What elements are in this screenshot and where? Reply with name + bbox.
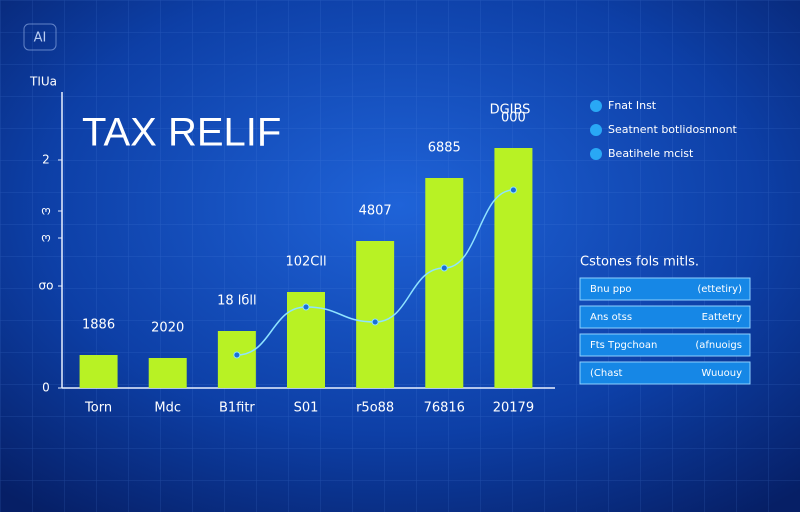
- bar: [148, 358, 187, 388]
- chart-title: TAX RELIF: [82, 111, 281, 155]
- legend-dot: [590, 124, 602, 136]
- x-tick-label: 20179: [493, 401, 534, 416]
- bar: [425, 178, 464, 388]
- trend-point: [440, 264, 448, 272]
- bar-label: 6885: [428, 141, 461, 156]
- x-tick-label: S01: [294, 401, 319, 416]
- table-row: [579, 361, 751, 385]
- table-cell: Fts Tpgchoan: [590, 340, 657, 351]
- x-tick-label: 76816: [424, 401, 465, 416]
- badge-box: [23, 23, 57, 51]
- table-cell: (ettetiry): [697, 284, 742, 295]
- bar-label: 102Cll: [285, 255, 326, 270]
- y-tick-label: ო: [41, 231, 50, 245]
- corner-label: DGIBS: [490, 103, 531, 118]
- bar: [79, 355, 118, 388]
- bar-label: 2020: [151, 321, 184, 336]
- x-tick-label: B1fitr: [219, 401, 255, 416]
- y-tick-label: σo: [39, 279, 54, 293]
- trend-point: [371, 318, 379, 326]
- trend-point: [509, 186, 517, 194]
- table-row: [579, 277, 751, 301]
- legend-dot: [590, 100, 602, 112]
- table-cell: Bnu ppo: [590, 284, 632, 295]
- bar-label: 000: [501, 111, 526, 126]
- table-row: [579, 305, 751, 329]
- trend-point: [302, 303, 310, 311]
- table-title: Cstones fols mitls.: [580, 255, 699, 270]
- y-tick-label: ო: [41, 204, 50, 218]
- bar-label: 1886: [82, 318, 115, 333]
- table-row: [579, 333, 751, 357]
- badge: AI: [34, 31, 47, 46]
- bar-label: 18 lбll: [217, 294, 257, 309]
- legend-label: Fnat Inst: [608, 99, 657, 112]
- y-tick-label: 0: [42, 381, 50, 395]
- legend-label: Beatihele mcist: [608, 147, 694, 160]
- x-tick-label: r5o88: [356, 401, 394, 416]
- bar: [494, 148, 533, 388]
- table-cell: (Chast: [590, 368, 623, 379]
- table-cell: Wuuouy: [701, 368, 742, 379]
- legend-dot: [590, 148, 602, 160]
- x-tick-label: Mdc: [154, 401, 181, 416]
- bar: [356, 241, 395, 388]
- y-tick-label: 2: [42, 153, 50, 167]
- y-axis-label: TIUa: [29, 75, 57, 89]
- legend-label: Seatnent botlidosnnont: [608, 123, 738, 136]
- trend-line: [236, 189, 514, 356]
- table-cell: (afnuoigs: [695, 340, 742, 351]
- bar-label: 4807: [359, 204, 392, 219]
- x-tick-label: Torn: [84, 401, 112, 416]
- table-cell: Eattetry: [702, 312, 742, 323]
- table-cell: Ans otss: [590, 312, 632, 323]
- trend-point: [233, 351, 241, 359]
- bar: [217, 331, 256, 388]
